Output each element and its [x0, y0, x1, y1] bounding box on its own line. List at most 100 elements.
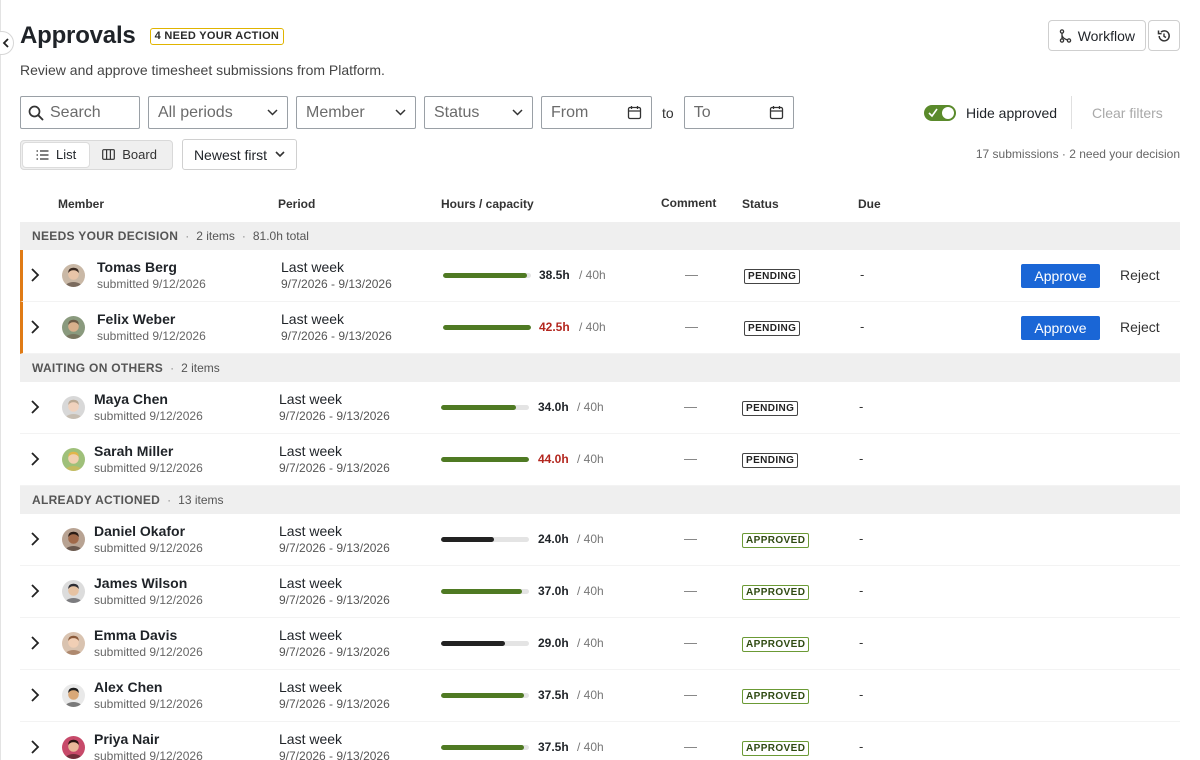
from-date-input[interactable]: From: [541, 96, 652, 129]
avatar: [62, 264, 85, 287]
table-row[interactable]: Sarah Miller submitted 9/12/2026 Last week…: [20, 434, 1180, 486]
status-badge: APPROVED: [742, 741, 810, 756]
table-row[interactable]: Daniel Okafor submitted 9/12/2026 Last wee…: [20, 514, 1180, 566]
column-hours[interactable]: Hours / capacity: [441, 197, 534, 211]
search-icon: [28, 105, 44, 120]
chevron-right-icon[interactable]: [30, 635, 40, 651]
member-name[interactable]: Daniel Okafor: [94, 523, 186, 539]
period-select[interactable]: All periods: [148, 96, 288, 129]
calendar-icon: [769, 106, 783, 120]
hours-progress-fill: [441, 693, 524, 698]
group-name: WAITING ON OTHERS: [32, 361, 164, 375]
due-cell: -: [860, 319, 865, 334]
chevron-right-icon[interactable]: [30, 739, 40, 755]
avatar: [62, 396, 85, 419]
column-period[interactable]: Period: [278, 197, 316, 211]
table-row[interactable]: Maya Chen submitted 9/12/2026 Last week 9/7…: [20, 382, 1180, 434]
hide-approved-toggle[interactable]: Hide approved: [924, 96, 1057, 129]
chevron-right-icon[interactable]: [30, 267, 40, 283]
submitted-date: submitted 9/12/2026: [94, 461, 203, 475]
period-label: Last week: [279, 679, 343, 695]
period-label: Last week: [279, 575, 343, 591]
toggle-knob: [942, 106, 954, 119]
reject-button[interactable]: Reject: [1120, 319, 1160, 335]
table-row[interactable]: Priya Nair submitted 9/12/2026 Last week 9/…: [20, 722, 1180, 760]
table-row[interactable]: Alex Chen submitted 9/12/2026 Last week 9/7…: [20, 670, 1180, 722]
need-action-badge: 4 NEED YOUR ACTION: [149, 27, 285, 45]
avatar: [62, 684, 85, 707]
member-name[interactable]: Emma Davis: [94, 627, 178, 643]
group-header: NEEDS YOUR DECISION · 2 items · 81.0h total: [20, 222, 1180, 250]
submitted-date: submitted 9/12/2026: [94, 697, 203, 711]
status-badge: APPROVED: [742, 637, 810, 652]
hours-progress-fill: [441, 641, 505, 646]
status-badge: APPROVED: [742, 585, 810, 600]
list-view-tab[interactable]: List: [23, 142, 90, 167]
member-name[interactable]: Sarah Miller: [94, 443, 174, 459]
member-name[interactable]: Maya Chen: [94, 391, 168, 407]
page-left-edge: [0, 0, 1, 760]
table-row[interactable]: Emma Davis submitted 9/12/2026 Last week 9/…: [20, 618, 1180, 670]
table-row[interactable]: James Wilson submitted 9/12/2026 Last week…: [20, 566, 1180, 618]
approve-button[interactable]: Approve: [1021, 316, 1100, 340]
comment-cell: —: [684, 635, 697, 650]
column-member[interactable]: Member: [58, 197, 105, 211]
date-range-separator: to: [662, 104, 674, 121]
page-title: Approvals: [20, 22, 136, 49]
period-range: 9/7/2026 - 9/13/2026: [279, 541, 390, 555]
capacity-value: / 40h: [577, 740, 604, 754]
status-select[interactable]: Status: [424, 96, 533, 129]
clear-filters-button[interactable]: Clear filters: [1092, 105, 1163, 121]
search-input[interactable]: Search: [20, 96, 140, 129]
chevron-down-icon: [395, 109, 406, 116]
comment-cell: —: [684, 739, 697, 754]
from-date-placeholder: From: [551, 103, 589, 121]
workflow-icon: [1059, 28, 1071, 43]
sort-dropdown[interactable]: Newest first: [181, 139, 298, 170]
hours-progress-bar: [441, 537, 529, 542]
member-name[interactable]: Priya Nair: [94, 731, 160, 747]
filter-divider: [1071, 96, 1072, 129]
member-select[interactable]: Member: [296, 96, 416, 129]
chevron-right-icon[interactable]: [30, 319, 40, 335]
period-label: Last week: [279, 391, 343, 407]
group-name: ALREADY ACTIONED: [32, 493, 161, 507]
workflow-button[interactable]: Workflow: [1047, 20, 1146, 51]
column-status[interactable]: Status: [742, 197, 779, 211]
hours-progress-bar: [441, 641, 529, 646]
board-view-tab[interactable]: Board: [89, 143, 170, 167]
period-range: 9/7/2026 - 9/13/2026: [281, 329, 392, 343]
due-cell: -: [860, 267, 865, 282]
chevron-right-icon[interactable]: [30, 583, 40, 599]
toggle-switch[interactable]: [924, 104, 956, 121]
hours-value: 24.0h: [538, 532, 569, 546]
chevron-right-icon[interactable]: [30, 531, 40, 547]
collapse-sidebar-button[interactable]: [0, 31, 14, 55]
reject-button[interactable]: Reject: [1120, 267, 1160, 283]
chevron-right-icon[interactable]: [30, 451, 40, 467]
approve-button[interactable]: Approve: [1021, 264, 1100, 288]
list-view-label: List: [56, 147, 77, 162]
table-row[interactable]: Tomas Berg submitted 9/12/2026 Last week 9/…: [20, 250, 1180, 302]
column-due[interactable]: Due: [858, 197, 881, 211]
chevron-right-icon[interactable]: [30, 399, 40, 415]
hours-progress-bar: [441, 457, 529, 462]
member-name[interactable]: James Wilson: [94, 575, 188, 591]
comment-cell: —: [684, 399, 697, 414]
group-count: 2 items: [196, 229, 235, 243]
period-select-value: All periods: [158, 103, 233, 121]
member-name[interactable]: Felix Weber: [97, 311, 176, 327]
to-date-input[interactable]: To: [683, 96, 794, 129]
hours-progress-fill: [441, 745, 524, 750]
status-select-value: Status: [434, 103, 480, 121]
table-row[interactable]: Felix Weber submitted 9/12/2026 Last week 9…: [20, 302, 1180, 354]
submitted-date: submitted 9/12/2026: [94, 541, 203, 555]
period-range: 9/7/2026 - 9/13/2026: [279, 697, 390, 711]
avatar: [62, 632, 85, 655]
member-name[interactable]: Alex Chen: [94, 679, 163, 695]
chevron-right-icon[interactable]: [30, 687, 40, 703]
history-button[interactable]: [1148, 20, 1180, 51]
member-name[interactable]: Tomas Berg: [97, 259, 177, 275]
table-header: Member Period Hours / capacity Comment S…: [20, 188, 1180, 222]
column-comment[interactable]: Comment: [661, 196, 717, 210]
